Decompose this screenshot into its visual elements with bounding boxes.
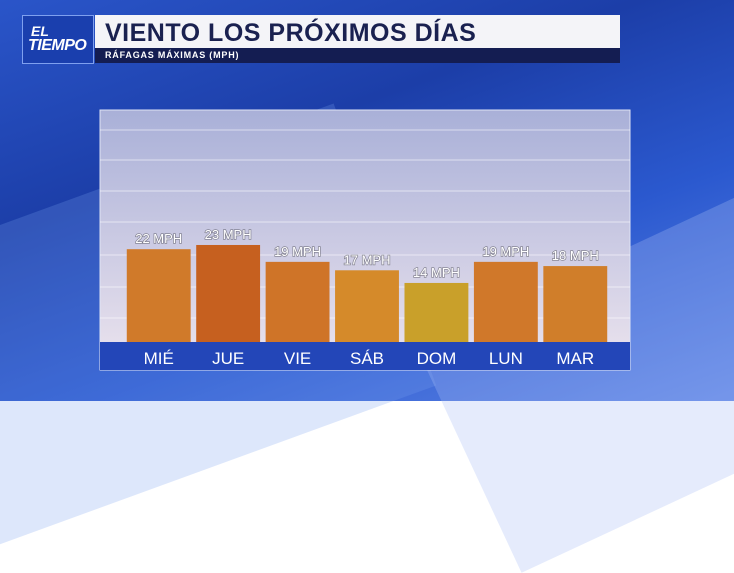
value-label: 18 MPH <box>552 248 599 263</box>
bar <box>265 261 330 342</box>
bar <box>335 270 399 342</box>
logo-text: EL <box>31 23 49 39</box>
logo: EL TIEMPO <box>22 15 94 64</box>
chart-title: VIENTO LOS PRÓXIMOS DÍAS <box>105 19 477 47</box>
bar <box>404 282 469 342</box>
chart-subtitle: RÁFAGAS MÁXIMAS (MPH) <box>105 50 240 60</box>
x-tick-label: JUE <box>212 349 244 368</box>
title-bar: VIENTO LOS PRÓXIMOS DÍAS <box>95 15 620 48</box>
x-tick-label: SÁB <box>350 349 384 368</box>
x-tick-label: VIE <box>284 349 311 368</box>
x-tick-label: MIÉ <box>144 349 174 368</box>
page: EL TIEMPO VIENTO LOS PRÓXIMOS DÍAS RÁFAG… <box>0 0 734 401</box>
subtitle-bar: RÁFAGAS MÁXIMAS (MPH) <box>95 48 620 63</box>
bar <box>543 266 608 342</box>
bar <box>473 261 538 342</box>
category-band <box>100 342 630 370</box>
value-label: 22 MPH <box>135 231 182 246</box>
logo-text: TIEMPO <box>28 37 87 54</box>
value-label: 17 MPH <box>344 252 391 267</box>
value-label: 19 MPH <box>274 244 321 259</box>
chart: 22 MPH MIÉ 23 MPH JUE 19 MPH VIE 17 MPH SÁB 14 M… <box>99 109 631 371</box>
x-tick-label: LUN <box>489 349 523 368</box>
bar <box>196 244 261 342</box>
value-label: 14 MPH <box>413 265 460 280</box>
value-label: 23 MPH <box>205 227 252 242</box>
x-tick-label: DOM <box>417 349 457 368</box>
x-tick-label: MAR <box>556 349 594 368</box>
value-label: 19 MPH <box>482 244 529 259</box>
bar <box>126 249 191 342</box>
